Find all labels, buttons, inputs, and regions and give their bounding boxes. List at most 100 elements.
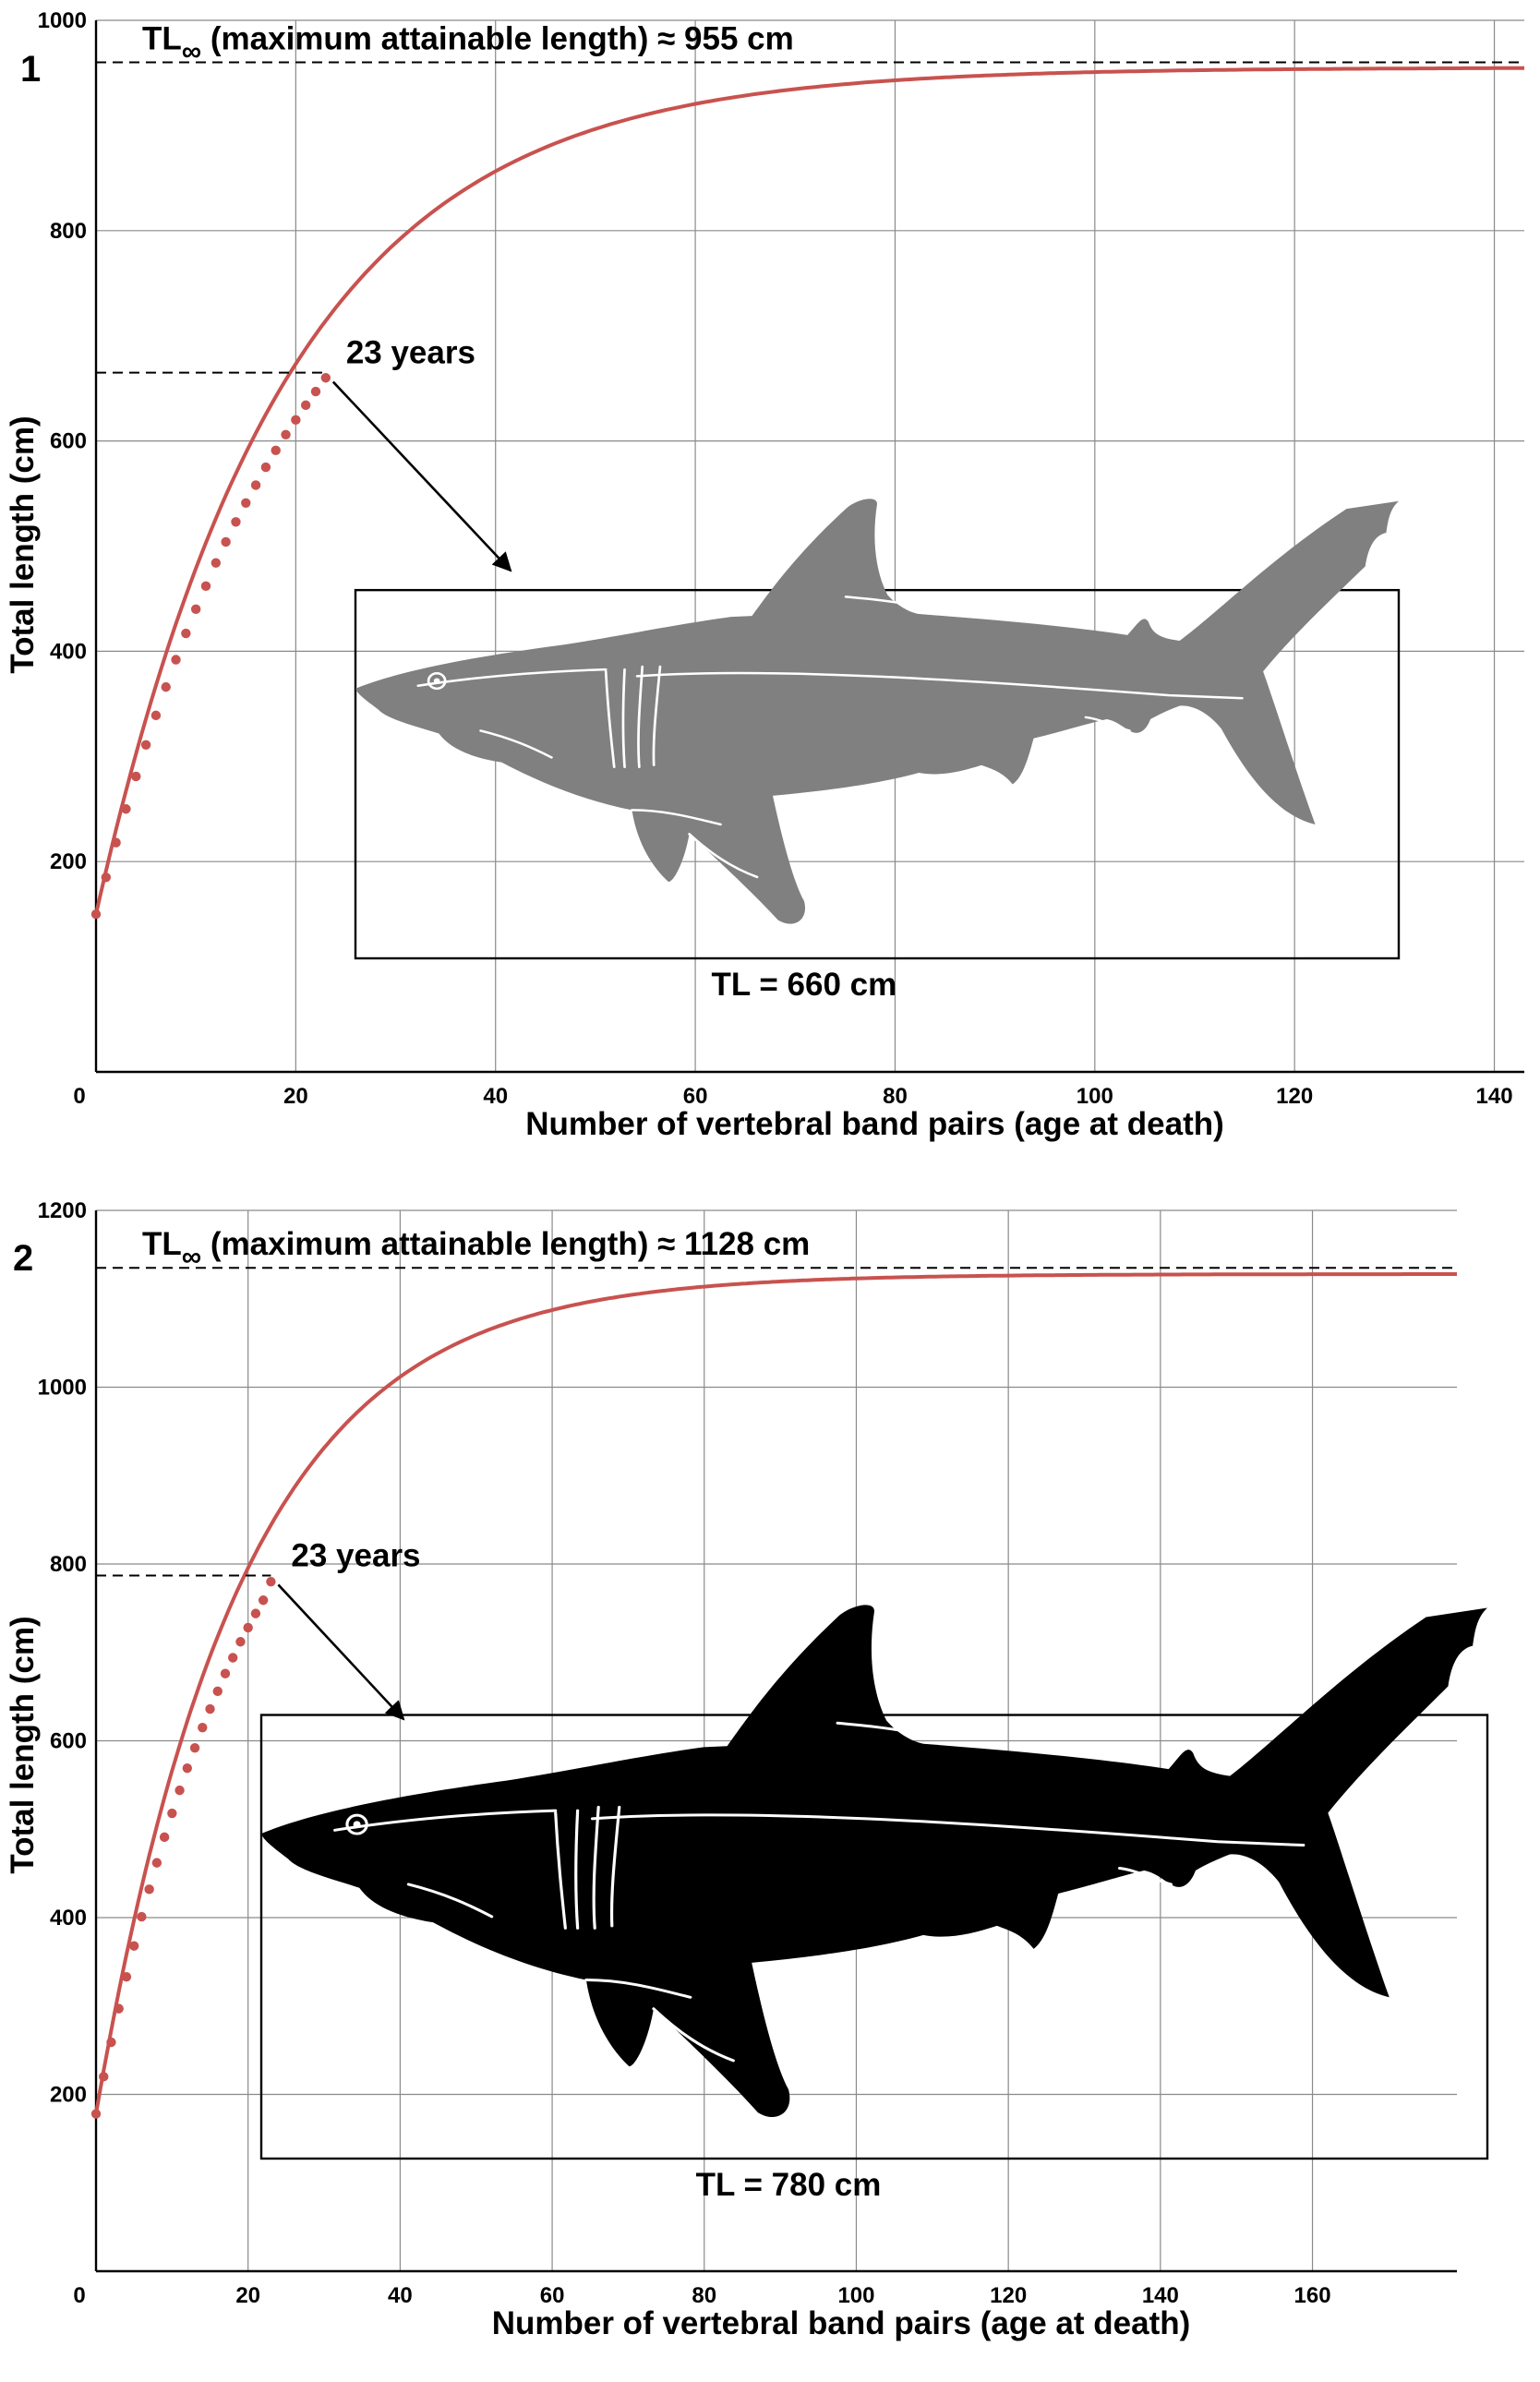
shark-detail-line <box>592 1805 600 1930</box>
shark-detail-line <box>416 668 608 687</box>
x-tick-label: 0 <box>73 1084 85 1109</box>
shark-detail-line <box>604 669 616 769</box>
x-tick-label: 0 <box>73 2283 85 2308</box>
x-tick-label: 20 <box>283 1084 308 1109</box>
shark-pupil <box>353 1821 361 1828</box>
shark-detail-line <box>635 671 1244 700</box>
data-point <box>161 681 171 692</box>
shark-body <box>355 499 1399 924</box>
data-point <box>281 429 291 439</box>
shark-detail-line <box>652 665 662 766</box>
data-point <box>128 1941 139 1951</box>
shark-detail-line <box>406 1883 494 1919</box>
y-tick-label: 600 <box>50 429 87 454</box>
data-point <box>181 628 191 639</box>
data-point <box>212 1686 223 1697</box>
data-point <box>150 710 162 721</box>
x-tick-label: 60 <box>540 2283 565 2308</box>
x-tick-label: 80 <box>883 1084 908 1109</box>
shark-pupil <box>433 678 440 684</box>
data-point <box>205 1703 215 1714</box>
data-point <box>320 373 331 383</box>
data-point <box>101 872 112 883</box>
data-point <box>171 655 181 665</box>
x-tick-label: 40 <box>483 1084 508 1109</box>
data-point <box>243 1622 253 1633</box>
shark-detail-line <box>554 1811 567 1930</box>
data-point <box>258 1595 269 1606</box>
shark-detail-line <box>844 596 910 606</box>
y-tick-label: 1000 <box>38 8 87 33</box>
shark-detail-line <box>479 729 553 759</box>
chart-panel-2: 0 20 40 60 80 100 120 140 160 200 400 600 800 1000 120… <box>5 1198 1489 2341</box>
data-point <box>121 1971 132 1982</box>
data-point <box>260 462 271 473</box>
x-tick-label: 120 <box>1276 1084 1313 1109</box>
x-tick-label: 100 <box>837 2283 874 2308</box>
data-point <box>220 1668 231 1678</box>
shark-detail-line <box>609 1805 621 1928</box>
y-tick-label: 800 <box>50 219 87 244</box>
asymptote-label: TL∞ (maximum attainable length) ≈ 955 cm <box>142 21 794 67</box>
panel-number: 2 <box>13 1238 33 1279</box>
data-point <box>235 1637 246 1647</box>
x-axis-title: Number of vertebral band pairs (age at d… <box>525 1106 1224 1142</box>
data-point <box>140 740 151 750</box>
y-tick-label: 600 <box>50 1729 87 1754</box>
data-point <box>99 2072 109 2082</box>
x-tick-label: 100 <box>1077 1084 1113 1109</box>
data-point <box>121 804 131 814</box>
data-point <box>111 837 121 848</box>
y-tick-label: 800 <box>50 1552 87 1577</box>
data-point <box>231 517 241 527</box>
x-tick-label: 60 <box>683 1084 708 1109</box>
marker-arrow <box>277 1583 405 1721</box>
y-tick-label: 1000 <box>38 1376 87 1401</box>
marker-label: 23 years <box>346 335 475 371</box>
y-axis-title: Total length (cm) <box>5 1616 41 1873</box>
shark-detail-line <box>574 1809 580 1930</box>
data-point <box>167 1808 177 1819</box>
data-point <box>198 1722 208 1733</box>
data-point <box>300 400 311 411</box>
y-tick-label: 1200 <box>38 1198 87 1223</box>
shark-detail-line <box>652 2007 735 2063</box>
y-tick-label: 400 <box>50 1906 87 1931</box>
data-point <box>291 415 301 426</box>
data-point <box>200 581 211 591</box>
data-point <box>190 604 201 615</box>
shark-detail-line <box>836 1721 913 1734</box>
data-point <box>182 1762 193 1774</box>
x-tick-label: 80 <box>692 2283 716 2308</box>
panel-number: 1 <box>20 49 41 90</box>
shark-silhouette-icon <box>261 1605 1488 2117</box>
data-point <box>106 2037 116 2048</box>
data-point <box>137 1911 147 1922</box>
data-point <box>144 1884 154 1895</box>
shark-eye <box>427 672 447 691</box>
data-point <box>228 1653 238 1663</box>
chart-panel-1: 0 20 40 60 80 100 120 140 200 400 600 800 1000 Number… <box>5 8 1524 1142</box>
x-tick-label: 140 <box>1142 2283 1179 2308</box>
shark-detail-line <box>584 1979 692 1999</box>
shark-detail-line <box>631 809 722 826</box>
y-axis-title: Total length (cm) <box>5 415 41 673</box>
growth-curve <box>94 1272 1457 2114</box>
shark-silhouette-icon <box>355 499 1399 924</box>
marker-label: 23 years <box>291 1537 420 1573</box>
shark-detail-line <box>333 1809 558 1832</box>
x-tick-label: 20 <box>235 2283 260 2308</box>
shark-detail-line <box>590 1813 1305 1847</box>
shark-detail-line <box>1084 716 1131 732</box>
shark-eye <box>345 1813 368 1835</box>
data-point <box>151 1858 162 1868</box>
growth-curve <box>94 66 1524 915</box>
shark-detail-line <box>688 833 759 879</box>
x-tick-label: 40 <box>388 2283 413 2308</box>
data-point <box>250 1608 261 1618</box>
data-point <box>90 908 102 920</box>
data-point <box>310 386 321 397</box>
x-tick-label: 140 <box>1476 1084 1513 1109</box>
data-point <box>250 480 261 490</box>
x-tick-label: 160 <box>1294 2283 1331 2308</box>
